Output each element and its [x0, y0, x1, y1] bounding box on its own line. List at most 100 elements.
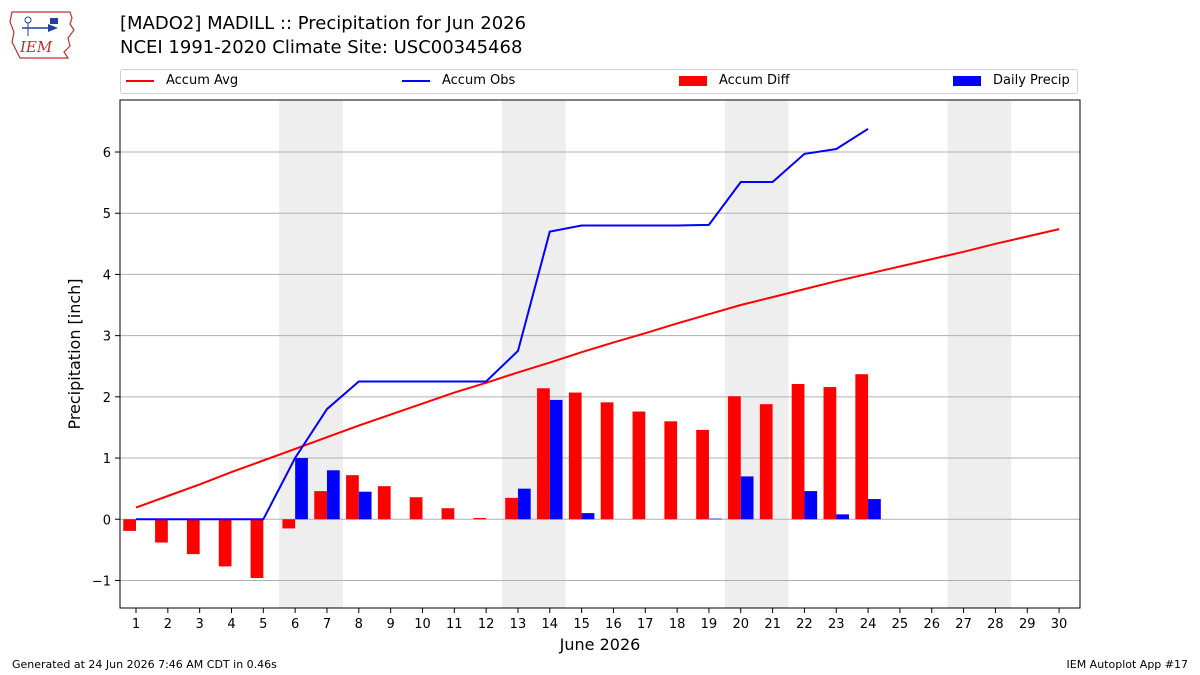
accum-obs-line	[136, 127, 869, 521]
accum-diff-bar	[155, 519, 168, 543]
accum-diff-bar	[186, 519, 200, 555]
accum-diff-bar	[728, 396, 741, 520]
accum-diff-bar	[250, 519, 264, 579]
accum-diff-bar	[537, 388, 550, 520]
x-tick-label: 22	[796, 617, 813, 632]
y-tick-label: 5	[103, 207, 111, 222]
weekend-shade	[947, 100, 1012, 608]
weekend-shade	[279, 100, 343, 608]
x-axis-label: June 2026	[559, 635, 641, 654]
x-tick-label: 9	[386, 617, 394, 632]
x-tick-label: 19	[701, 617, 718, 632]
accum-avg-line	[135, 228, 1060, 509]
accum-diff-bar	[314, 491, 327, 520]
x-tick-label: 21	[764, 617, 781, 632]
daily-precip-bar	[581, 513, 595, 520]
x-tick-label: 28	[987, 617, 1004, 632]
y-tick-label: −1	[92, 574, 111, 589]
y-axis-label: Precipitation [inch]	[65, 278, 84, 429]
weekend-shade	[724, 100, 789, 608]
accum-diff-bar	[123, 519, 136, 531]
logo-text: IEM	[19, 38, 53, 56]
daily-precip-bar	[836, 514, 849, 520]
daily-precip-bar	[549, 399, 563, 520]
daily-precip-bar	[295, 458, 308, 520]
y-tick-label: 4	[103, 268, 111, 283]
accum-diff-bar	[473, 518, 487, 520]
accum-diff-bar	[823, 387, 837, 520]
accum-diff-bar	[759, 404, 773, 520]
legend: Accum Avg Accum Obs Accum Diff Daily Pre…	[120, 69, 1078, 94]
accum-diff-bar	[218, 519, 232, 567]
x-tick-label: 4	[227, 617, 235, 632]
x-tick-label: 14	[542, 617, 559, 632]
legend-swatch-daily	[953, 75, 981, 86]
accum-diff-bar	[855, 374, 869, 520]
daily-precip-bar	[868, 499, 881, 520]
daily-precip-bar	[708, 518, 722, 520]
y-tick-label: 0	[103, 513, 111, 528]
x-tick-label: 26	[923, 617, 940, 632]
accum-diff-bar	[346, 475, 359, 520]
legend-swatch-obs	[402, 79, 430, 82]
accum-diff-bar	[696, 429, 709, 520]
plot-frame	[119, 99, 1081, 609]
legend-item-accum-obs: Accum Obs	[402, 73, 515, 88]
accum-diff-bar	[632, 411, 646, 520]
x-tick-label: 8	[355, 617, 363, 632]
footer-generated: Generated at 24 Jun 2026 7:46 AM CDT in …	[12, 658, 277, 671]
y-tick-label: 3	[103, 330, 111, 345]
iem-logo: IEM	[9, 11, 75, 59]
accum-diff-bar	[377, 486, 391, 520]
legend-item-accum-avg: Accum Avg	[126, 73, 238, 88]
daily-precip-bar	[358, 491, 372, 520]
daily-precip-bar	[326, 470, 340, 520]
x-tick-label: 27	[955, 617, 972, 632]
accum-diff-bar	[600, 402, 614, 520]
legend-label-obs: Accum Obs	[442, 73, 516, 88]
x-tick-label: 3	[196, 617, 204, 632]
x-tick-label: 12	[478, 617, 495, 632]
y-tick-label: 2	[103, 391, 111, 406]
legend-item-daily-precip: Daily Precip	[953, 73, 1070, 88]
x-tick-label: 23	[828, 617, 845, 632]
x-tick-label: 2	[164, 617, 172, 632]
legend-label-daily: Daily Precip	[993, 73, 1070, 88]
x-tick-label: 20	[732, 617, 749, 632]
x-tick-label: 17	[637, 617, 654, 632]
legend-swatch-diff	[679, 75, 707, 86]
x-tick-label: 18	[669, 617, 686, 632]
x-tick-label: 5	[259, 617, 267, 632]
y-tick-label: 1	[103, 452, 111, 467]
x-tick-label: 1	[132, 617, 140, 632]
x-tick-label: 16	[605, 617, 622, 632]
accum-diff-bar	[409, 497, 423, 520]
accum-diff-bar	[791, 383, 805, 520]
daily-precip-bar	[804, 491, 818, 520]
accum-diff-bar	[505, 497, 518, 520]
legend-label-diff: Accum Diff	[719, 73, 790, 88]
x-tick-label: 29	[1019, 617, 1036, 632]
accum-diff-bar	[568, 392, 582, 520]
weekend-shade	[502, 100, 566, 608]
x-tick-label: 25	[892, 617, 909, 632]
footer-app: IEM Autoplot App #17	[1066, 658, 1189, 671]
chart-title: [MADO2] MADILL :: Precipitation for Jun …	[120, 13, 527, 34]
legend-swatch-avg	[126, 79, 154, 82]
x-tick-label: 6	[291, 617, 299, 632]
x-tick-label: 13	[510, 617, 527, 632]
accum-diff-bar	[282, 519, 296, 529]
accum-diff-bar	[441, 508, 455, 520]
x-tick-label: 15	[573, 617, 590, 632]
x-tick-label: 11	[446, 617, 463, 632]
x-tick-label: 24	[860, 617, 877, 632]
daily-precip-bar	[517, 488, 531, 520]
accum-diff-bar	[664, 421, 678, 520]
legend-label-avg: Accum Avg	[166, 73, 239, 88]
y-tick-label: 6	[103, 146, 111, 161]
x-tick-label: 10	[414, 617, 431, 632]
x-tick-label: 30	[1051, 617, 1068, 632]
x-tick-label: 7	[323, 617, 331, 632]
chart-subtitle: NCEI 1991-2020 Climate Site: USC00345468	[120, 37, 523, 58]
